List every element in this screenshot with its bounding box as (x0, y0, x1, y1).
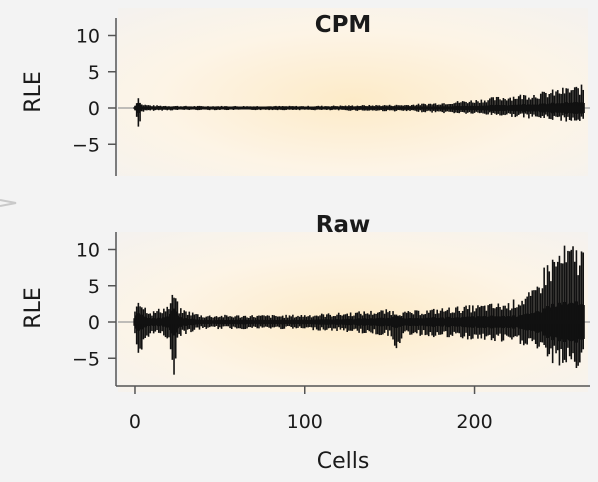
raw-panel: Raw RLE 10 5 0 −5 0 100 200 Cells (21, 212, 590, 474)
y-tick-label: 0 (88, 312, 100, 334)
y-tick-label: 0 (88, 98, 100, 120)
y-tick-label: −5 (72, 134, 100, 156)
cpm-panel: CPM RLE 10 5 0 −5 (21, 12, 590, 176)
x-tick-label: 100 (287, 411, 323, 433)
y-ticks-cpm: 10 5 0 −5 (72, 26, 116, 156)
y-axis-label-raw: RLE (21, 287, 46, 328)
arrow-icon (0, 199, 17, 207)
y-tick-label: 10 (76, 240, 100, 262)
y-tick-label: 5 (88, 276, 100, 298)
y-axis-label-cpm: RLE (21, 71, 46, 112)
panel-title-cpm: CPM (315, 12, 372, 38)
x-tick-label: 0 (129, 411, 141, 433)
y-ticks-raw: 10 5 0 −5 (72, 240, 116, 370)
boxplot-marks-raw (133, 245, 585, 375)
panel-title-raw: Raw (316, 212, 370, 238)
y-tick-label: 10 (76, 26, 100, 48)
boxplot-marks-cpm (133, 84, 585, 127)
x-axis-label: Cells (317, 449, 370, 474)
panel-1-background (118, 8, 588, 176)
y-tick-label: 5 (88, 62, 100, 84)
y-tick-label: −5 (72, 348, 100, 370)
x-ticks-raw: 0 100 200 (129, 386, 493, 433)
x-tick-label: 200 (456, 411, 492, 433)
